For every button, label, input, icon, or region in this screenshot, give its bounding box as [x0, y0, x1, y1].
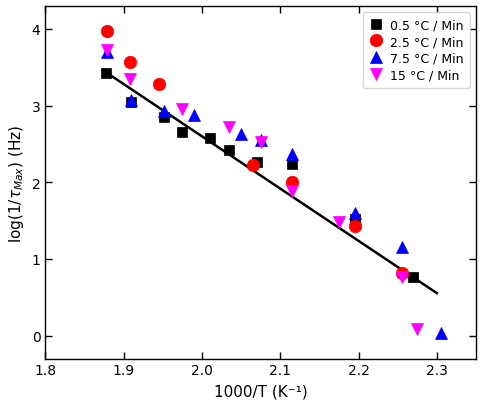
Line: 2.5 °C / Min: 2.5 °C / Min	[101, 26, 408, 279]
7.5 °C / Min	[399, 245, 405, 249]
0.5 °C / Min	[352, 217, 357, 222]
Line: 15 °C / Min: 15 °C / Min	[101, 44, 424, 335]
2.5 °C / Min	[156, 83, 162, 87]
15 °C / Min	[227, 125, 232, 130]
Legend: 0.5 °C / Min, 2.5 °C / Min, 7.5 °C / Min, 15 °C / Min: 0.5 °C / Min, 2.5 °C / Min, 7.5 °C / Min…	[363, 13, 470, 89]
2.5 °C / Min	[399, 271, 405, 275]
7.5 °C / Min	[191, 113, 197, 118]
0.5 °C / Min	[207, 136, 213, 141]
Y-axis label: log(1/$\tau_{Max}$) (Hz): log(1/$\tau_{Max}$) (Hz)	[7, 124, 26, 242]
0.5 °C / Min	[254, 160, 260, 164]
15 °C / Min	[179, 108, 185, 113]
15 °C / Min	[399, 275, 405, 279]
2.5 °C / Min	[127, 60, 133, 65]
7.5 °C / Min	[352, 211, 357, 216]
15 °C / Min	[414, 326, 420, 331]
0.5 °C / Min	[179, 131, 185, 136]
2.5 °C / Min	[289, 180, 295, 185]
0.5 °C / Min	[128, 100, 134, 105]
7.5 °C / Min	[238, 132, 244, 137]
7.5 °C / Min	[104, 50, 110, 55]
2.5 °C / Min	[104, 30, 110, 34]
Line: 7.5 °C / Min: 7.5 °C / Min	[101, 47, 447, 340]
0.5 °C / Min	[103, 72, 109, 77]
Line: 0.5 °C / Min: 0.5 °C / Min	[101, 69, 418, 282]
0.5 °C / Min	[227, 148, 232, 153]
7.5 °C / Min	[289, 152, 295, 157]
15 °C / Min	[258, 141, 264, 145]
7.5 °C / Min	[161, 109, 167, 114]
15 °C / Min	[336, 220, 342, 225]
0.5 °C / Min	[411, 275, 416, 279]
7.5 °C / Min	[258, 139, 264, 143]
0.5 °C / Min	[289, 162, 295, 167]
2.5 °C / Min	[250, 163, 256, 168]
7.5 °C / Min	[438, 331, 444, 336]
15 °C / Min	[127, 77, 133, 82]
7.5 °C / Min	[128, 98, 134, 103]
15 °C / Min	[289, 190, 295, 194]
0.5 °C / Min	[161, 115, 167, 120]
15 °C / Min	[104, 48, 110, 53]
2.5 °C / Min	[352, 224, 357, 229]
X-axis label: 1000/T (K⁻¹): 1000/T (K⁻¹)	[214, 383, 308, 398]
